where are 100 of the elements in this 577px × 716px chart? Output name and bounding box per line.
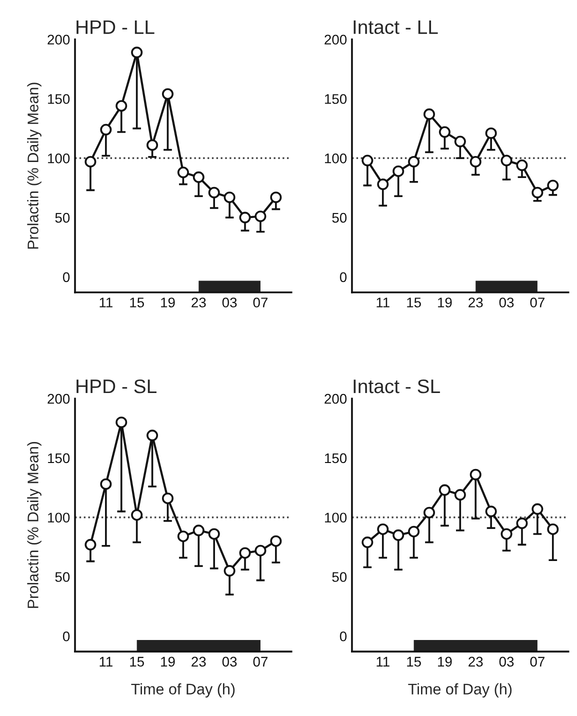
point bbox=[100, 478, 112, 490]
point bbox=[224, 565, 236, 577]
point bbox=[532, 186, 544, 198]
y-axis-title: Prolactin (% Daily Mean) bbox=[27, 442, 42, 608]
point bbox=[208, 186, 220, 198]
y-tick-label: 50 bbox=[332, 212, 347, 223]
y-axis-title: Prolactin (% Daily Mean) bbox=[27, 82, 42, 249]
y-tick-label: 100 bbox=[48, 512, 70, 523]
x-tick-label: 11 bbox=[376, 298, 390, 308]
chart-title: HPD - LL bbox=[76, 20, 154, 34]
point bbox=[100, 124, 112, 136]
x-tick-label: 23 bbox=[468, 298, 483, 308]
point bbox=[254, 544, 266, 556]
point bbox=[162, 492, 174, 504]
x-tick-label: 03 bbox=[222, 656, 237, 667]
x-tick-label: 23 bbox=[192, 298, 206, 308]
x-tick-label: 15 bbox=[407, 298, 421, 308]
point bbox=[377, 523, 389, 535]
chart-title: Intact - LL bbox=[354, 20, 438, 34]
x-axis-title: Time of Day (h) bbox=[408, 683, 512, 698]
y-tick-label: 150 bbox=[48, 94, 70, 104]
y-tick-label: 150 bbox=[48, 453, 70, 464]
point bbox=[516, 160, 528, 172]
x-tick-label: 19 bbox=[161, 298, 175, 308]
point bbox=[438, 484, 450, 496]
point bbox=[254, 210, 266, 222]
point bbox=[239, 547, 251, 559]
point bbox=[454, 489, 466, 501]
x-tick-label: 03 bbox=[222, 298, 237, 308]
point bbox=[516, 518, 528, 530]
x-tick-label: 23 bbox=[192, 656, 206, 667]
x-tick-label: 03 bbox=[499, 298, 514, 308]
point bbox=[500, 154, 512, 166]
point bbox=[547, 180, 559, 192]
point bbox=[239, 212, 251, 224]
y-tick-label: 200 bbox=[48, 34, 70, 45]
y-tick-label: 100 bbox=[48, 153, 70, 164]
point bbox=[547, 523, 559, 535]
y-tick-label: 50 bbox=[55, 212, 70, 223]
y-tick-label: 0 bbox=[62, 272, 70, 282]
y-tick-label: 100 bbox=[324, 153, 347, 164]
point bbox=[162, 88, 174, 100]
x-tick-label: 11 bbox=[376, 656, 390, 666]
point bbox=[377, 178, 389, 190]
point bbox=[131, 509, 143, 521]
x-tick-label: 07 bbox=[253, 656, 268, 667]
point bbox=[408, 526, 420, 538]
point bbox=[116, 416, 128, 428]
point bbox=[485, 127, 497, 139]
x-tick-label: 15 bbox=[407, 656, 421, 667]
point bbox=[84, 538, 96, 550]
x-axis-title: Time of Day (h) bbox=[131, 683, 235, 698]
x-tick-label: 19 bbox=[438, 656, 452, 667]
point bbox=[84, 156, 96, 168]
y-tick-label: 150 bbox=[324, 453, 347, 464]
y-tick-label: 0 bbox=[340, 272, 347, 282]
x-tick-label: 15 bbox=[130, 656, 144, 667]
point bbox=[146, 139, 158, 151]
point bbox=[362, 536, 374, 548]
x-tick-label: 07 bbox=[253, 298, 268, 308]
point bbox=[423, 506, 436, 518]
y-tick-label: 150 bbox=[324, 94, 347, 104]
x-tick-label: 11 bbox=[100, 298, 112, 308]
x-tick-label: 07 bbox=[530, 298, 544, 308]
point bbox=[438, 126, 450, 138]
point bbox=[423, 108, 436, 120]
point bbox=[131, 46, 143, 58]
point bbox=[500, 528, 512, 540]
point bbox=[192, 524, 204, 536]
y-tick-label: 200 bbox=[48, 394, 70, 404]
x-tick-label: 11 bbox=[100, 656, 112, 666]
point bbox=[116, 100, 128, 112]
point bbox=[362, 154, 374, 166]
point bbox=[454, 136, 466, 148]
point bbox=[470, 468, 482, 480]
x-tick-label: 19 bbox=[161, 656, 175, 667]
y-tick-label: 100 bbox=[324, 512, 347, 523]
point bbox=[224, 192, 236, 204]
y-tick-label: 50 bbox=[55, 572, 70, 582]
x-tick-label: 19 bbox=[438, 298, 452, 308]
y-tick-label: 200 bbox=[324, 394, 347, 404]
point bbox=[270, 192, 282, 204]
x-tick-label: 15 bbox=[130, 298, 144, 308]
point bbox=[485, 506, 497, 518]
point bbox=[270, 535, 282, 547]
point bbox=[146, 430, 158, 442]
chart-title: Intact - SL bbox=[354, 379, 440, 394]
y-tick-label: 0 bbox=[340, 631, 347, 642]
y-tick-label: 50 bbox=[332, 572, 347, 582]
x-tick-label: 03 bbox=[499, 656, 514, 667]
y-tick-label: 0 bbox=[62, 631, 70, 642]
point bbox=[177, 530, 189, 542]
point bbox=[532, 503, 544, 515]
point bbox=[392, 165, 404, 177]
x-tick-label: 23 bbox=[468, 656, 483, 667]
point bbox=[408, 156, 420, 168]
point bbox=[177, 166, 189, 178]
point bbox=[192, 171, 204, 183]
point bbox=[470, 156, 482, 168]
chart-title: HPD - SL bbox=[76, 379, 156, 394]
